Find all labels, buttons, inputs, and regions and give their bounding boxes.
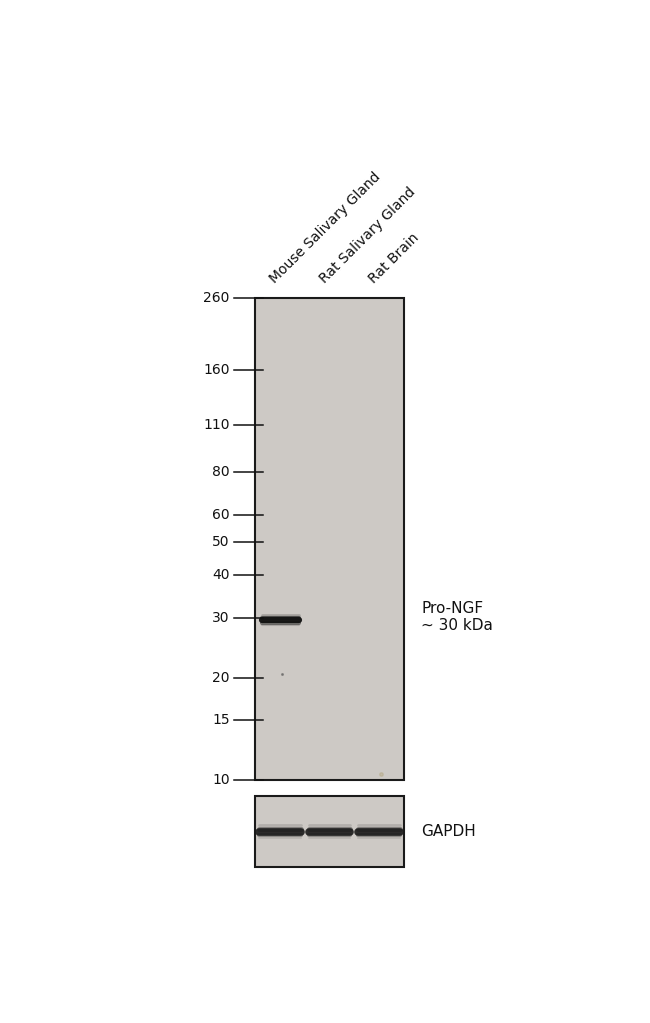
- Bar: [255, 796, 404, 868]
- Text: 15: 15: [213, 713, 230, 727]
- Text: 50: 50: [213, 535, 230, 549]
- Text: 40: 40: [213, 568, 230, 582]
- Text: Rat Salivary Gland: Rat Salivary Gland: [317, 184, 418, 285]
- Text: Pro-NGF: Pro-NGF: [421, 601, 484, 616]
- Text: 80: 80: [213, 465, 230, 480]
- Text: Rat Brain: Rat Brain: [367, 230, 422, 285]
- Text: 260: 260: [203, 291, 230, 305]
- Text: 60: 60: [213, 508, 230, 522]
- Text: GAPDH: GAPDH: [421, 825, 476, 839]
- Bar: [255, 298, 404, 781]
- Text: 20: 20: [213, 671, 230, 684]
- Text: ~ 30 kDa: ~ 30 kDa: [421, 618, 493, 633]
- Text: Mouse Salivary Gland: Mouse Salivary Gland: [267, 170, 384, 285]
- Text: 110: 110: [203, 418, 230, 432]
- Text: 10: 10: [213, 773, 230, 788]
- Text: 30: 30: [213, 611, 230, 625]
- Text: 160: 160: [203, 362, 230, 376]
